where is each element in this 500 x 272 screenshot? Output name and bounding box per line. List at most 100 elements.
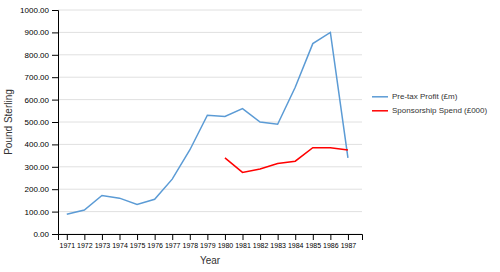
y-tick-mark: [52, 189, 58, 190]
x-tick: 1975: [130, 234, 146, 249]
x-tick-label: 1986: [323, 242, 339, 249]
y-tick-label: 400.00: [25, 140, 50, 149]
y-axis-line: [52, 11, 59, 235]
x-tick-mark: [137, 234, 138, 240]
x-tick-mark: [102, 234, 103, 240]
x-tick-label: 1981: [235, 242, 251, 249]
grid: [58, 10, 362, 234]
y-tick-mark: [52, 167, 58, 168]
x-tick: 1986: [323, 234, 339, 249]
y-tick: 600.00: [25, 96, 58, 105]
x-tick: 1979: [200, 234, 216, 249]
grid-line: [58, 10, 362, 11]
legend-swatch: [372, 110, 388, 112]
y-tick-mark: [52, 234, 58, 235]
x-tick-mark: [67, 234, 68, 240]
y-tick-mark: [52, 144, 58, 145]
y-tick-mark: [52, 55, 58, 56]
x-tick: 1976: [147, 234, 163, 249]
y-tick: 300.00: [25, 163, 58, 172]
x-tick-label: 1975: [130, 242, 146, 249]
x-tick-mark: [120, 234, 121, 240]
x-tick-mark: [295, 234, 296, 240]
legend: Pre-tax Profit (£m) Sponsorship Spend (£0…: [372, 92, 488, 115]
y-tick: 700.00: [25, 73, 58, 82]
grid-line: [58, 166, 362, 167]
y-axis: 0.00 100.00 200.00 300.00 400.00 500.00 600.00…: [20, 6, 58, 239]
legend-item: Pre-tax Profit (£m): [372, 92, 458, 101]
y-tick-label: 100.00: [25, 208, 50, 217]
x-tick: 1983: [270, 234, 286, 249]
series-line: [225, 148, 348, 173]
x-tick-mark: [330, 234, 331, 240]
x-tick: 1985: [306, 234, 322, 249]
y-tick: 0.00: [33, 230, 58, 239]
x-tick-mark: [278, 234, 279, 240]
x-tick-label: 1973: [95, 242, 111, 249]
x-tick-label: 1983: [270, 242, 286, 249]
y-tick-mark: [52, 100, 58, 101]
grid-line: [58, 99, 362, 100]
legend-swatch: [372, 96, 388, 98]
x-tick-label: 1987: [341, 242, 357, 249]
x-tick: 1987: [341, 234, 357, 249]
plot: 1971197219731974197519761977197819791980…: [20, 6, 362, 249]
grid-line: [58, 54, 362, 55]
x-tick-mark: [313, 234, 314, 240]
y-tick-label: 200.00: [25, 185, 50, 194]
legend-item: Sponsorship Spend (£000): [372, 106, 488, 115]
y-tick-label: 500.00: [25, 118, 50, 127]
x-tick-label: 1978: [183, 242, 199, 249]
grid-line: [58, 189, 362, 190]
y-tick-mark: [52, 10, 58, 11]
x-tick-mark: [243, 234, 244, 240]
y-tick: 500.00: [25, 118, 58, 127]
y-tick-label: 600.00: [25, 96, 50, 105]
y-tick-mark: [52, 32, 58, 33]
x-tick: 1972: [77, 234, 93, 249]
x-tick: 1977: [165, 234, 181, 249]
y-tick-label: 0.00: [33, 230, 49, 239]
y-tick-label: 800.00: [25, 51, 50, 60]
x-tick-mark: [172, 234, 173, 240]
x-tick: 1984: [288, 234, 304, 249]
y-tick: 100.00: [25, 208, 58, 217]
x-tick: 1981: [235, 234, 251, 249]
chart: 1971197219731974197519761977197819791980…: [0, 0, 500, 272]
y-tick: 200.00: [25, 185, 58, 194]
y-tick-label: 1000.00: [20, 6, 49, 15]
x-tick-label: 1974: [112, 242, 128, 249]
y-tick-label: 700.00: [25, 73, 50, 82]
x-tick-label: 1976: [147, 242, 163, 249]
x-tick-label: 1980: [218, 242, 234, 249]
x-tick: 1978: [183, 234, 199, 249]
legend-label: Sponsorship Spend (£000): [392, 106, 488, 115]
x-tick: 1971: [59, 234, 75, 249]
x-axis-line: [59, 235, 363, 241]
x-tick: 1982: [253, 234, 269, 249]
x-axis: 1971197219731974197519761977197819791980…: [59, 234, 363, 249]
lines: [67, 32, 348, 214]
y-tick-label: 900.00: [25, 28, 50, 37]
grid-line: [58, 211, 362, 212]
x-tick-label: 1982: [253, 242, 269, 249]
x-tick-mark: [84, 234, 85, 240]
x-tick-label: 1972: [77, 242, 93, 249]
y-tick: 800.00: [25, 51, 58, 60]
x-tick-mark: [260, 234, 261, 240]
y-tick-mark: [52, 77, 58, 78]
y-tick-mark: [52, 212, 58, 213]
grid-line: [58, 122, 362, 123]
y-tick-mark: [52, 122, 58, 123]
x-tick-mark: [190, 234, 191, 240]
y-axis-title: Pound Sterling: [3, 89, 14, 155]
x-axis-title: Year: [200, 255, 221, 266]
grid-line: [58, 77, 362, 78]
grid-line: [58, 32, 362, 33]
y-tick: 400.00: [25, 140, 58, 149]
y-tick: 900.00: [25, 28, 58, 37]
series-line: [67, 32, 348, 214]
x-tick-label: 1977: [165, 242, 181, 249]
x-tick: 1974: [112, 234, 128, 249]
x-tick-mark: [225, 234, 226, 240]
